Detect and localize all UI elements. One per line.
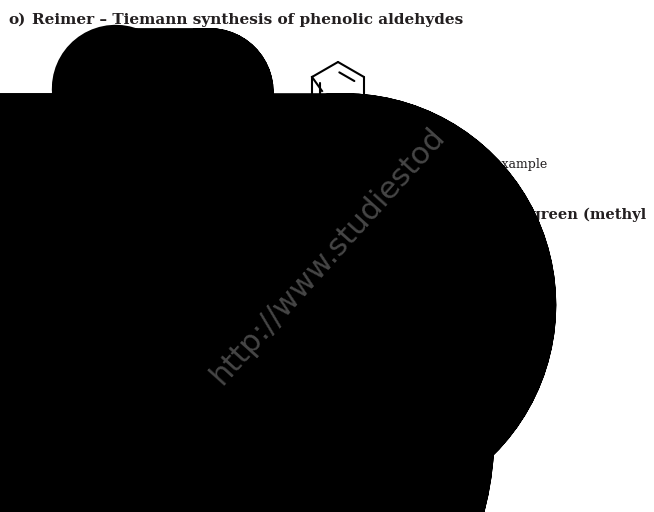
Text: OH: OH — [143, 93, 165, 105]
Text: o): o) — [8, 13, 26, 27]
Text: OH: OH — [107, 303, 129, 316]
Text: http://www.studiestod: http://www.studiestod — [204, 122, 450, 390]
Text: 2. H₃O⁺: 2. H₃O⁺ — [165, 317, 205, 326]
Text: CH₃OH/H₂SO₄: CH₃OH/H₂SO₄ — [205, 415, 281, 424]
Text: salicylate): salicylate) — [55, 224, 139, 239]
Text: CHO: CHO — [323, 93, 356, 106]
Text: OH: OH — [357, 105, 379, 118]
Text: OH: OH — [277, 303, 299, 316]
Text: b): b) — [42, 388, 56, 401]
Text: COOH: COOH — [460, 315, 498, 329]
Text: OH: OH — [370, 433, 390, 446]
Text: Reimer – Tiemann synthesis of phenolic aldehydes: Reimer – Tiemann synthesis of phenolic a… — [32, 13, 463, 27]
Text: −HCl: −HCl — [253, 172, 281, 181]
Text: OH⁻: OH⁻ — [222, 104, 247, 114]
Text: COOH: COOH — [112, 445, 151, 459]
Text: OCOCH₃: OCOCH₃ — [375, 445, 426, 459]
Text: OH: OH — [107, 433, 129, 446]
Text: The electrophile is the dichlorocarbene, :CCl₂, formation of carbene is an examp: The electrophile is the dichlorocarbene,… — [25, 158, 547, 171]
Text: of α-elimination.  ōH + HCCl₃: of α-elimination. ōH + HCCl₃ — [25, 175, 213, 188]
Text: Synthesis of (a) aspirin (acetylsalicylic acid) (b) oil of wintergreen (methyl: Synthesis of (a) aspirin (acetylsalicyli… — [32, 208, 646, 222]
Text: COOH: COOH — [283, 315, 321, 329]
Text: OCOCH₃: OCOCH₃ — [402, 301, 454, 314]
Text: Ac₂O: Ac₂O — [357, 286, 383, 295]
Text: ÄCCl₂: ÄCCl₂ — [297, 175, 334, 188]
Text: a): a) — [42, 250, 55, 263]
Text: p): p) — [8, 208, 26, 222]
Text: 1. CO₂, KOH: 1. CO₂, KOH — [152, 284, 218, 293]
Text: HCCl₃: HCCl₃ — [216, 70, 251, 80]
